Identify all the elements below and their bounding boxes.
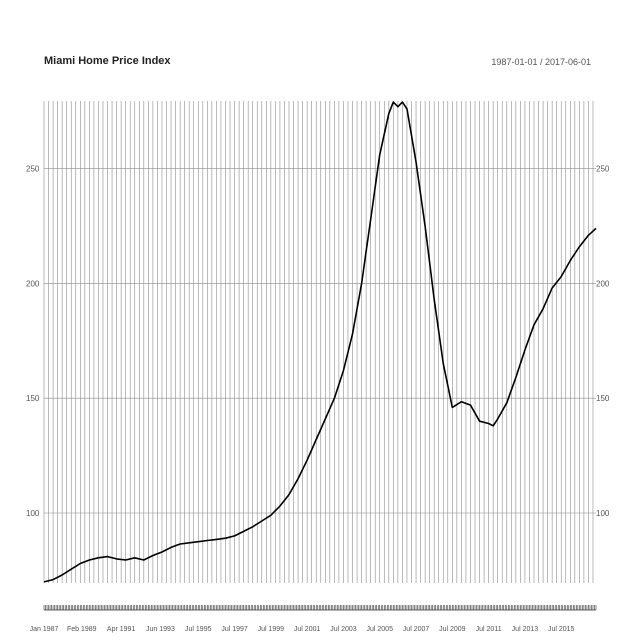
x-tick-marks [43, 605, 597, 610]
y-tick-label-left: 200 [26, 279, 40, 288]
x-tick-label: Jul 2005 [367, 626, 394, 633]
y-tick-label-left: 100 [26, 509, 40, 518]
x-tick-label: Jan 1987 [30, 626, 59, 633]
y-tick-label-left: 150 [26, 394, 40, 403]
y-tick-label-right: 250 [596, 165, 610, 174]
x-tick-label: Apr 1991 [107, 626, 136, 633]
date-range-label: 1987-01-01 / 2017-06-01 [491, 57, 591, 67]
y-tick-label-left: 250 [26, 165, 40, 174]
x-tick-label: Jul 2011 [476, 626, 502, 633]
x-tick-label: Jul 1999 [258, 626, 285, 633]
x-tick-label: Jul 2009 [439, 626, 466, 633]
x-tick-label: Jul 2001 [294, 626, 321, 633]
x-tick-label: Jul 2003 [330, 626, 357, 633]
x-tick-label: Jul 2013 [512, 626, 539, 633]
chart-title: Miami Home Price Index [44, 55, 171, 67]
y-tick-label-right: 100 [596, 509, 610, 518]
series-line [43, 101, 597, 583]
y-tick-label-right: 150 [596, 394, 610, 403]
x-tick-label: Jul 1995 [185, 626, 212, 633]
grid-lines [43, 101, 594, 583]
y-tick-label-right: 200 [596, 279, 610, 288]
x-tick-label: Jul 2015 [548, 626, 575, 633]
x-tick-label: Feb 1989 [67, 626, 97, 633]
x-tick-label: Jul 2007 [403, 626, 430, 633]
x-tick-label: Jun 1993 [146, 626, 175, 633]
x-tick-label: Jul 1997 [221, 626, 248, 633]
